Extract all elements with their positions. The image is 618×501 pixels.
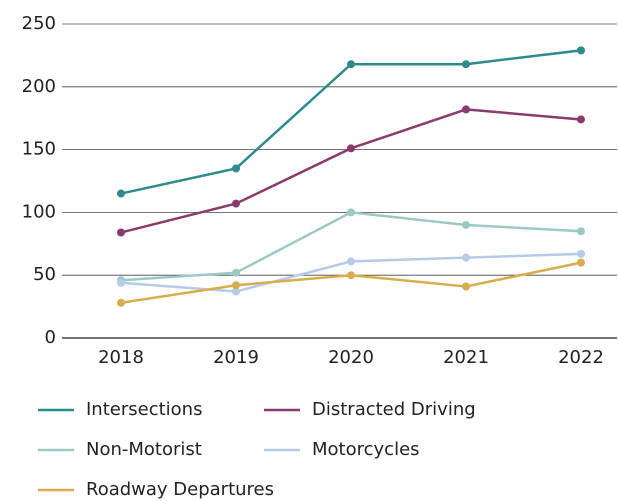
data-point [577,249,585,258]
legend-label: Distracted Driving [312,399,476,420]
legend-label: Roadway Departures [86,479,274,500]
y-tick-label: 200 [22,76,56,97]
data-point [462,253,470,262]
data-point [232,287,240,296]
x-tick-label: 2021 [443,347,489,368]
data-point [232,199,240,208]
data-point [232,164,240,173]
data-point [462,105,470,114]
data-point [232,268,240,277]
x-tick-label: 2018 [98,347,144,368]
data-point [462,282,470,291]
x-tick-label: 2020 [328,347,374,368]
data-point [577,258,585,267]
series-line [120,211,582,282]
y-tick-label: 250 [22,13,56,34]
data-point [117,189,125,198]
legend-label: Non-Motorist [86,439,202,460]
y-tick-label: 0 [45,327,56,348]
y-tick-label: 50 [33,264,56,285]
data-point [577,115,585,124]
series-line [120,49,582,195]
data-point [117,228,125,237]
data-point [462,220,470,229]
data-point [577,227,585,236]
data-point [347,257,355,266]
x-tick-label: 2022 [558,347,604,368]
data-point [577,46,585,55]
series-line [120,261,582,305]
legend-label: Intersections [86,399,202,420]
legend-label: Motorcycles [312,439,420,460]
y-tick-label: 100 [22,201,56,222]
data-point [347,271,355,280]
data-point [347,144,355,153]
data-point [117,298,125,307]
data-point [117,278,125,287]
x-tick-label: 2019 [213,347,259,368]
y-tick-label: 150 [22,139,56,160]
data-point [347,208,355,217]
data-point [347,60,355,69]
data-point [232,281,240,290]
data-point [462,60,470,69]
